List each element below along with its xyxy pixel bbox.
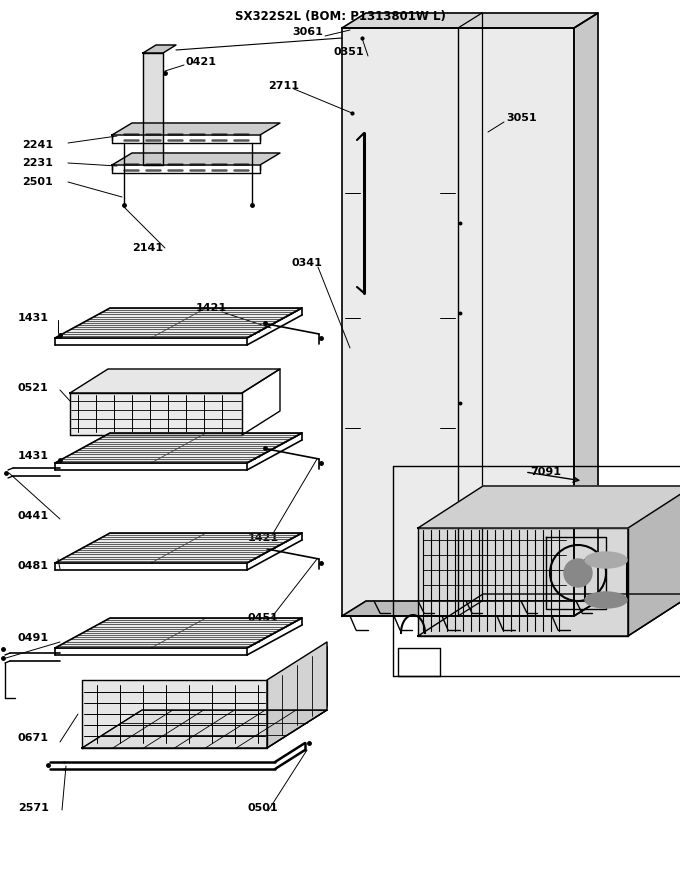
Text: 2241: 2241 xyxy=(22,140,53,150)
Polygon shape xyxy=(82,710,327,748)
Text: 0491: 0491 xyxy=(18,633,49,643)
Text: 1431: 1431 xyxy=(18,451,49,461)
Ellipse shape xyxy=(585,592,627,608)
Polygon shape xyxy=(55,308,302,338)
Text: 0421: 0421 xyxy=(186,57,217,67)
Ellipse shape xyxy=(585,552,627,568)
Circle shape xyxy=(564,559,592,587)
Polygon shape xyxy=(574,13,598,616)
Polygon shape xyxy=(342,13,598,28)
Text: 0501: 0501 xyxy=(248,803,279,813)
Polygon shape xyxy=(70,369,280,393)
Polygon shape xyxy=(267,642,327,748)
Text: 0441: 0441 xyxy=(18,511,49,521)
Polygon shape xyxy=(342,601,598,616)
Text: 2141: 2141 xyxy=(132,243,163,253)
Polygon shape xyxy=(143,45,176,53)
Text: 2231: 2231 xyxy=(22,158,53,168)
Polygon shape xyxy=(112,153,280,165)
Polygon shape xyxy=(628,486,680,636)
Polygon shape xyxy=(143,53,163,165)
Text: 0351: 0351 xyxy=(334,47,364,57)
Text: 1421: 1421 xyxy=(248,533,279,543)
Text: 2711: 2711 xyxy=(268,81,299,91)
Text: 2501: 2501 xyxy=(22,177,53,187)
Text: 0671: 0671 xyxy=(18,733,49,743)
Text: 3061: 3061 xyxy=(292,27,323,37)
Text: 0451: 0451 xyxy=(248,613,279,623)
Polygon shape xyxy=(342,28,574,616)
Polygon shape xyxy=(55,433,302,463)
Text: 2571: 2571 xyxy=(18,803,49,813)
Polygon shape xyxy=(55,533,302,563)
Text: SX322S2L (BOM: P1313801W L): SX322S2L (BOM: P1313801W L) xyxy=(235,10,445,23)
Polygon shape xyxy=(82,680,267,748)
Text: 7091: 7091 xyxy=(530,467,561,477)
Polygon shape xyxy=(112,123,280,135)
Text: 1431: 1431 xyxy=(18,313,49,323)
Polygon shape xyxy=(418,594,680,636)
Text: 1421: 1421 xyxy=(196,303,227,313)
Polygon shape xyxy=(418,528,628,636)
Polygon shape xyxy=(55,618,302,648)
Text: 3051: 3051 xyxy=(506,113,537,123)
Text: 0521: 0521 xyxy=(18,383,49,393)
Polygon shape xyxy=(70,393,242,435)
Text: 0341: 0341 xyxy=(292,258,323,268)
Text: 0481: 0481 xyxy=(18,561,49,571)
Polygon shape xyxy=(418,486,680,528)
